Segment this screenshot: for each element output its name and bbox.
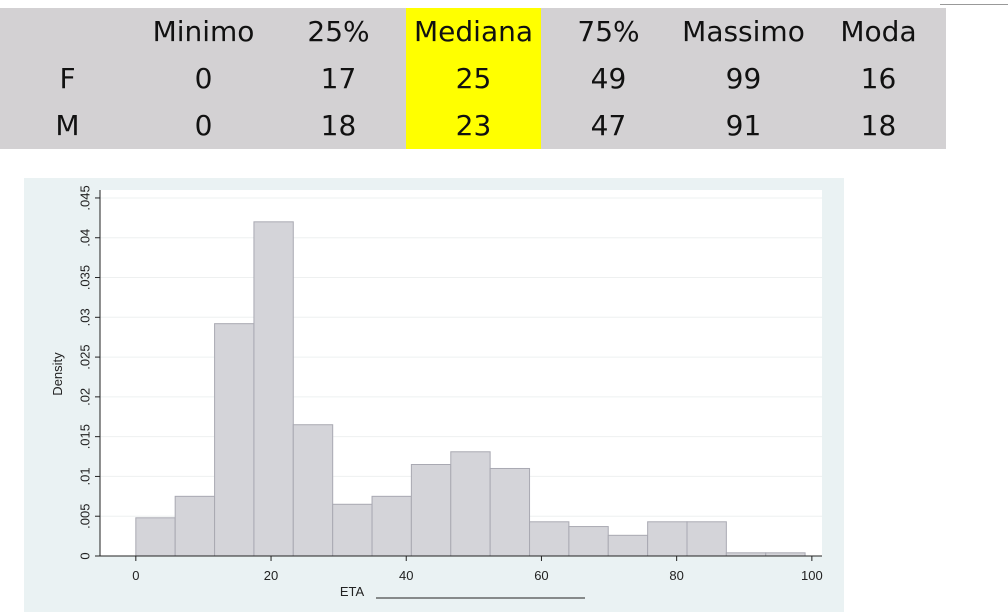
table-cell: 25 — [455, 62, 492, 95]
median-highlight — [406, 8, 541, 149]
y-axis-label: Density — [50, 352, 65, 396]
row-header: M — [55, 109, 80, 142]
y-tick-label: .025 — [77, 344, 92, 369]
column-header: Massimo — [682, 15, 805, 48]
table-cell: 91 — [725, 109, 762, 142]
bar — [292, 424, 334, 557]
y-tick-label: .02 — [77, 388, 92, 406]
table-cell: 18 — [860, 109, 897, 142]
table-cell: 16 — [860, 62, 897, 95]
bar — [371, 495, 412, 557]
table-cell: 49 — [590, 62, 627, 95]
x-tick-label: 0 — [132, 568, 139, 583]
table-cell: 47 — [590, 109, 627, 142]
x-tick-label: 20 — [264, 568, 278, 583]
bar — [489, 467, 531, 557]
column-header: 25% — [307, 15, 370, 48]
row-header: F — [59, 62, 76, 95]
table-cell: 23 — [455, 109, 492, 142]
y-tick-label: .045 — [77, 185, 92, 210]
table-cell: 99 — [725, 62, 762, 95]
table-cell: 18 — [320, 109, 357, 142]
bar — [174, 495, 216, 557]
bar — [529, 521, 570, 557]
y-tick-label: .015 — [77, 424, 92, 449]
column-header: 75% — [577, 15, 640, 48]
bar — [607, 534, 649, 557]
summary-table: Minimo 25% Mediana 75% Massimo Moda F 0 17 25 49 99… — [0, 8, 946, 149]
x-axis-label: ETA — [340, 584, 365, 599]
bar — [332, 503, 373, 557]
y-tick-label: .04 — [77, 229, 92, 247]
bar — [686, 521, 727, 557]
x-tick-label: 80 — [669, 568, 683, 583]
y-tick-label: 0 — [77, 552, 92, 559]
x-tick-label: 60 — [534, 568, 548, 583]
table-cell: 0 — [194, 109, 213, 142]
bar — [568, 526, 609, 557]
column-header: Moda — [840, 15, 917, 48]
column-header: Minimo — [152, 15, 255, 48]
column-header: Mediana — [414, 15, 533, 48]
table-cell: 0 — [194, 62, 213, 95]
y-tick-label: .005 — [77, 504, 92, 529]
bar — [647, 521, 688, 557]
x-tick-label: 40 — [399, 568, 413, 583]
x-tick-label: 100 — [801, 568, 823, 583]
bar — [214, 323, 255, 557]
y-tick-label: .01 — [77, 467, 92, 485]
y-tick-label: .035 — [77, 265, 92, 290]
bar — [135, 517, 176, 557]
rule — [940, 4, 1008, 5]
bar — [410, 464, 452, 557]
bar — [253, 221, 294, 557]
table-cell: 17 — [320, 62, 357, 95]
y-tick-label: .03 — [77, 308, 92, 326]
bar — [450, 451, 491, 557]
